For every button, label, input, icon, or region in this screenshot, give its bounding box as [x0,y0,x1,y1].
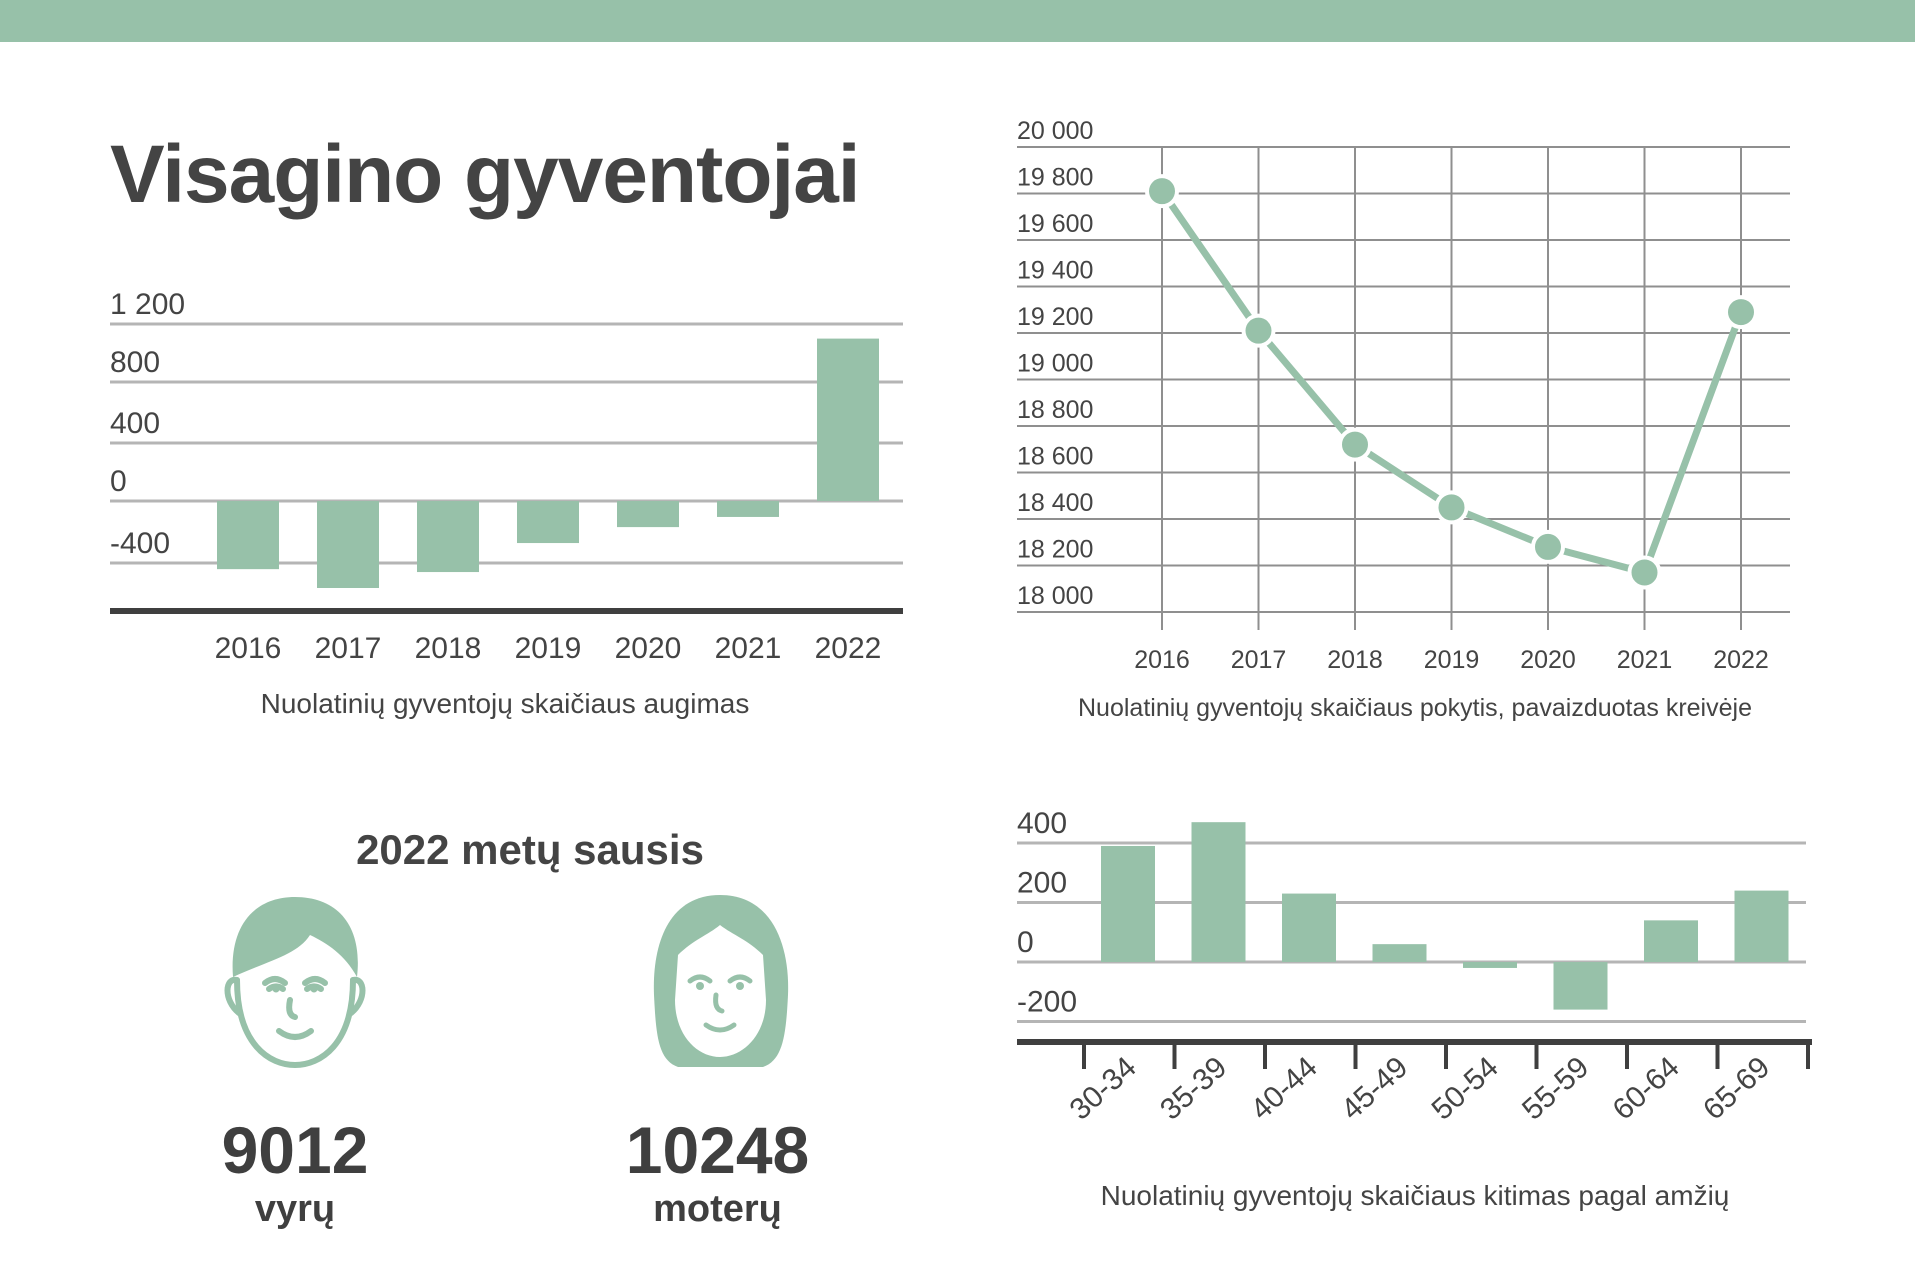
population-ytick-label: 18 000 [1017,582,1093,610]
population-ytick-label: 18 800 [1017,396,1093,424]
population-point [1531,529,1565,564]
population-point [1241,313,1276,348]
growth-bar [517,501,579,544]
population-ytick-label: 19 400 [1017,257,1093,285]
population-point [1145,174,1179,209]
age-bar [1734,890,1789,962]
growth-bar [317,501,379,588]
age-chart-caption: Nuolatinių gyventojų skaičiaus kitimas p… [1100,1180,1730,1211]
growth-xtick-label: 2021 [715,632,782,665]
growth-bar [217,501,279,570]
men-label: vyrų [254,1188,336,1230]
growth-ytick-label: -400 [110,527,170,560]
age-xtick-label: 30-34 [1064,1051,1143,1127]
growth-xtick-label: 2022 [815,632,882,665]
age-bar [1282,893,1336,962]
population-xtick-label: 2016 [1134,646,1190,674]
growth-ytick-label: 0 [110,465,127,498]
age-xtick-label: 65-69 [1697,1051,1776,1127]
age-xtick-label: 55-59 [1516,1051,1595,1127]
age-ytick-label: 400 [1017,807,1067,840]
growth-ytick-label: 400 [110,407,160,440]
population-xtick-label: 2019 [1424,646,1480,674]
age-ytick-label: 0 [1017,926,1034,959]
growth-xtick-label: 2016 [215,632,282,665]
population-ytick-label: 19 800 [1017,164,1093,192]
growth-bar [617,501,679,528]
age-bar [1644,920,1698,962]
population-ytick-label: 19 200 [1017,303,1093,331]
growth-xtick-label: 2020 [615,632,682,665]
age-xtick-label: 40-44 [1245,1051,1324,1127]
age-ytick-label: -200 [1017,986,1077,1019]
population-ytick-label: 19 600 [1017,210,1093,238]
population-point [1434,490,1469,525]
age-xtick-label: 45-49 [1335,1051,1414,1127]
growth-ytick-label: 1 200 [110,288,185,321]
population-xtick-label: 2020 [1520,646,1576,674]
page-title: Visagino gyventojai [110,129,861,220]
population-point [1724,295,1758,330]
population-chart-caption: Nuolatinių gyventojų skaičiaus pokytis, … [1078,694,1752,722]
growth-bar [417,501,479,573]
population-xtick-label: 2017 [1231,646,1287,674]
age-bar [1191,822,1246,962]
population-xtick-label: 2018 [1327,646,1383,674]
gender-section-title: 2022 metų sausis [356,826,704,873]
age-bar [1101,845,1155,962]
top-accent-bar [0,0,1915,42]
population-ytick-label: 19 000 [1017,350,1093,378]
population-ytick-label: 18 600 [1017,443,1093,471]
woman-face-icon [653,895,789,1067]
man-face-icon [224,897,366,1068]
age-xtick-label: 60-64 [1607,1051,1686,1127]
growth-bar [817,338,879,501]
age-bar [1372,944,1427,962]
growth-xtick-label: 2017 [315,632,382,665]
women-count: 10248 [625,1113,810,1187]
women-label: moterų [653,1188,782,1230]
growth-chart-caption: Nuolatinių gyventojų skaičiaus augimas [260,688,750,719]
age-xtick-label: 50-54 [1426,1051,1505,1127]
population-ytick-label: 18 400 [1017,489,1093,517]
population-ytick-label: 18 200 [1017,536,1093,564]
men-count: 9012 [221,1113,369,1187]
population-xtick-label: 2021 [1617,646,1673,674]
age-bar [1553,962,1608,1010]
age-ytick-label: 200 [1017,867,1067,900]
population-ytick-label: 20 000 [1017,117,1093,145]
age-xtick-label: 35-39 [1154,1051,1233,1127]
growth-xtick-label: 2019 [515,632,582,665]
growth-xtick-label: 2018 [415,632,482,665]
growth-ytick-label: 800 [110,346,160,379]
age-bar [1463,962,1517,968]
population-point [1338,427,1372,462]
population-point [1627,555,1662,590]
growth-bar [717,501,779,517]
population-xtick-label: 2022 [1713,646,1769,674]
